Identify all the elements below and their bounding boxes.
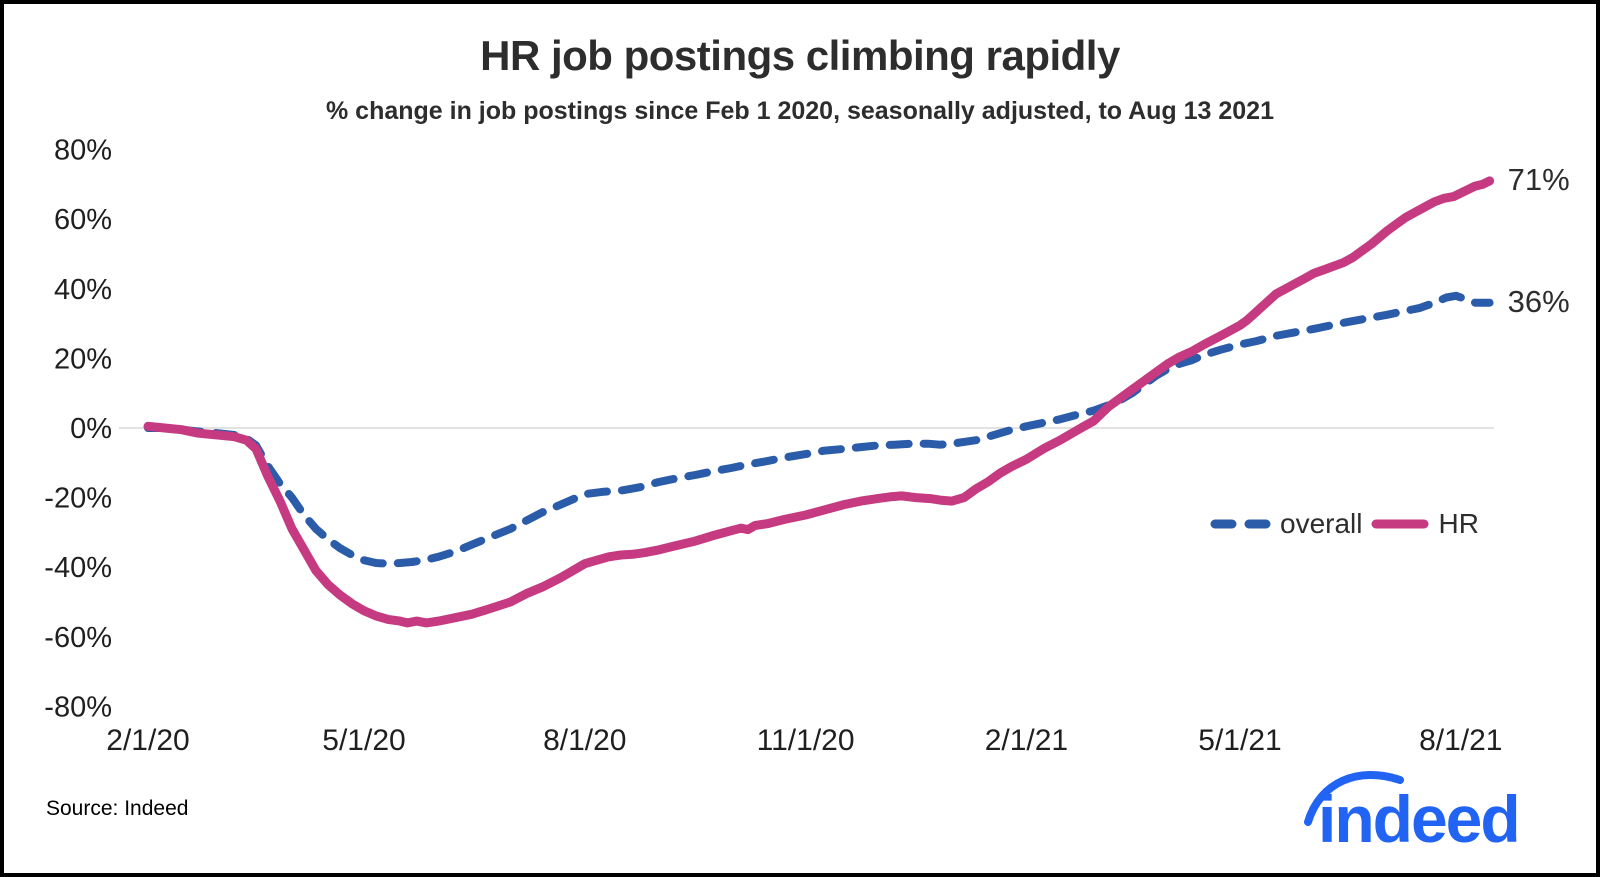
source-note: Source: Indeed — [46, 797, 189, 820]
y-axis-tick-label: 80% — [54, 135, 112, 167]
y-axis-tick-label: -60% — [44, 622, 112, 654]
indeed-logo-swoosh-icon — [1304, 771, 1404, 826]
y-axis-tick-label: -40% — [44, 552, 112, 584]
overall-line — [144, 291, 1494, 568]
line-chart-canvas: 80% 60% 40% 20% 0% -20% -40% -60% -80%2/1/20 5/1/… — [44, 135, 1502, 757]
legend: overall HR — [1209, 508, 1479, 540]
x-axis-tick-label: 11/1/20 — [757, 724, 855, 757]
y-axis-tick-label: -20% — [44, 483, 112, 515]
y-axis-tick-label: 0% — [70, 413, 112, 445]
legend-label-overall: overall — [1280, 508, 1363, 539]
chart-title: HR job postings climbing rapidly — [480, 32, 1120, 79]
overall-dashed-line-swatch — [1210, 519, 1271, 529]
x-axis-tick-label: 5/1/21 — [1198, 724, 1281, 757]
y-axis-tick-label: 60% — [54, 204, 112, 236]
x-axis-tick-label: 2/1/20 — [106, 724, 189, 757]
y-axis-tick-label: -80% — [44, 691, 112, 723]
hr-end-value-label: 71% — [1507, 161, 1570, 197]
x-axis-tick-label: 2/1/21 — [985, 724, 1068, 757]
overall-end-value-label: 36% — [1507, 283, 1570, 319]
y-axis-tick-label: 40% — [54, 274, 112, 306]
hr-line — [143, 176, 1495, 628]
chart-subtitle: % change in job postings since Feb 1 202… — [326, 97, 1274, 125]
indeed-logo-text: indeed — [1318, 782, 1519, 856]
indeed-logo: indeed — [1304, 771, 1521, 856]
x-axis-tick-label: 5/1/20 — [322, 724, 405, 757]
y-axis-tick-label: 20% — [54, 343, 112, 375]
hr-solid-line-swatch — [1371, 519, 1429, 529]
x-axis-tick-label: 8/1/21 — [1419, 724, 1502, 757]
x-axis-tick-label: 8/1/20 — [543, 724, 626, 757]
legend-label-hr: HR — [1438, 508, 1479, 539]
